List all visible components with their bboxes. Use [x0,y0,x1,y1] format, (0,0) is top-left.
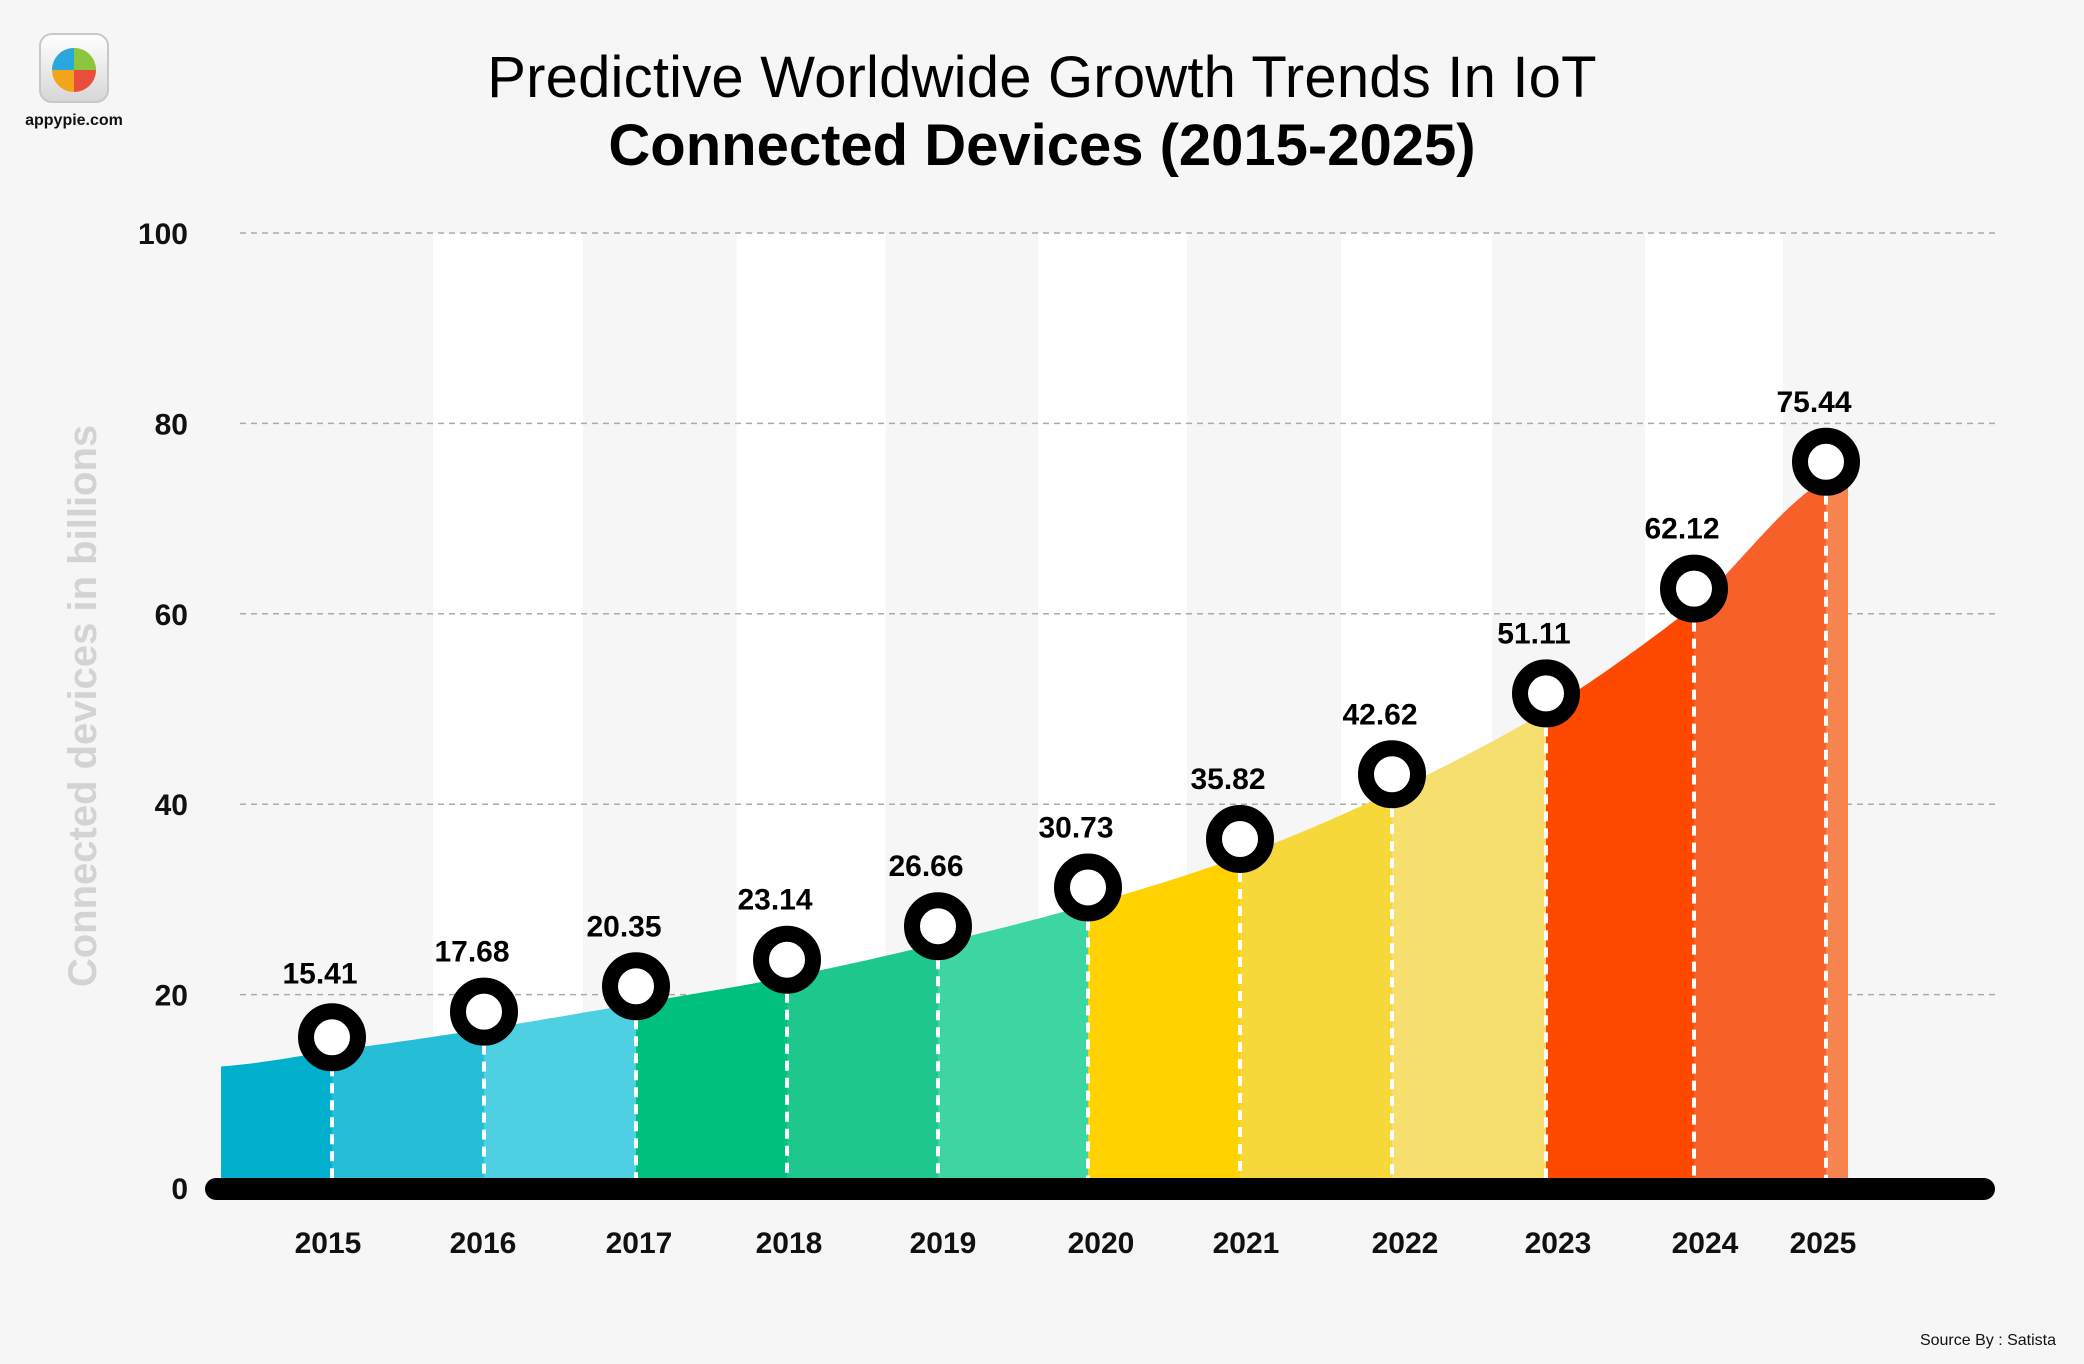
data-label: 15.41 [282,957,357,990]
point-markers [298,427,1860,1072]
area-band [787,943,938,1185]
y-tick-label: 40 [155,789,188,822]
area-bands [221,458,1848,1186]
area-band [1088,856,1240,1185]
data-label: 26.66 [888,850,963,883]
x-tick-label: 2023 [1525,1227,1592,1260]
data-label: 17.68 [434,936,509,969]
data-point [1792,427,1860,496]
area-band [1392,710,1546,1185]
chart-title: Predictive Worldwide Growth Trends In Io… [487,45,1597,110]
area-band [1546,606,1694,1185]
chart-subtitle: Connected Devices (2015-2025) [608,113,1476,178]
x-tick-label: 2015 [295,1227,362,1260]
x-tick-label: 2016 [450,1227,517,1260]
data-label: 20.35 [586,910,661,943]
data-point [1512,659,1580,728]
data-point [1206,804,1274,873]
y-tick-label: 20 [155,980,188,1013]
y-axis-label: Connected devices in billions [61,425,105,987]
area-band [221,1050,332,1185]
value-labels: 15.41 17.68 20.35 23.14 26.66 30.73 35.82 42.62… [282,386,1851,990]
y-tick-label: 0 [171,1173,188,1206]
data-label: 30.73 [1038,811,1113,844]
x-tick-label: 2017 [606,1227,673,1260]
area-band [484,1003,636,1185]
area-band [332,1029,484,1185]
x-tick-label: 2022 [1372,1227,1439,1260]
data-point [1660,554,1728,623]
y-tick-label: 80 [155,408,188,441]
data-point [298,1003,366,1072]
drop-lines [330,494,1828,1181]
data-label: 35.82 [1190,763,1265,796]
area-band [1826,458,1848,1186]
data-point [753,925,821,994]
appypie-logo [39,33,109,103]
area-band [636,977,787,1185]
area-band [1694,458,1848,1186]
y-tick-label: 60 [155,599,188,632]
data-point [450,977,518,1046]
data-point [904,892,972,961]
area-band [1240,791,1392,1185]
x-tick-label: 2021 [1213,1227,1280,1260]
data-point [1358,740,1426,809]
data-label: 42.62 [1342,698,1417,731]
data-label: 62.12 [1644,513,1719,546]
logo-site-text: appypie.com [25,112,123,129]
x-tick-label: 2018 [756,1227,823,1260]
x-tick-label: 2025 [1790,1227,1857,1260]
data-label: 51.11 [1497,617,1570,650]
data-point [1054,853,1122,922]
area-band [938,904,1088,1185]
data-label: 75.44 [1776,386,1851,419]
data-label: 23.14 [737,884,812,917]
x-tick-label: 2019 [910,1227,977,1260]
x-tick-label: 2020 [1068,1227,1135,1260]
y-tick-label: 100 [138,218,188,251]
tick-labels: 0 20 40 60 80 100 2015 2016 2017 2018 2019 2020 2021… [138,218,1856,1260]
x-tick-label: 2024 [1672,1227,1739,1260]
data-point [602,952,670,1021]
source-note: Source By : Satista [1919,1332,2056,1349]
